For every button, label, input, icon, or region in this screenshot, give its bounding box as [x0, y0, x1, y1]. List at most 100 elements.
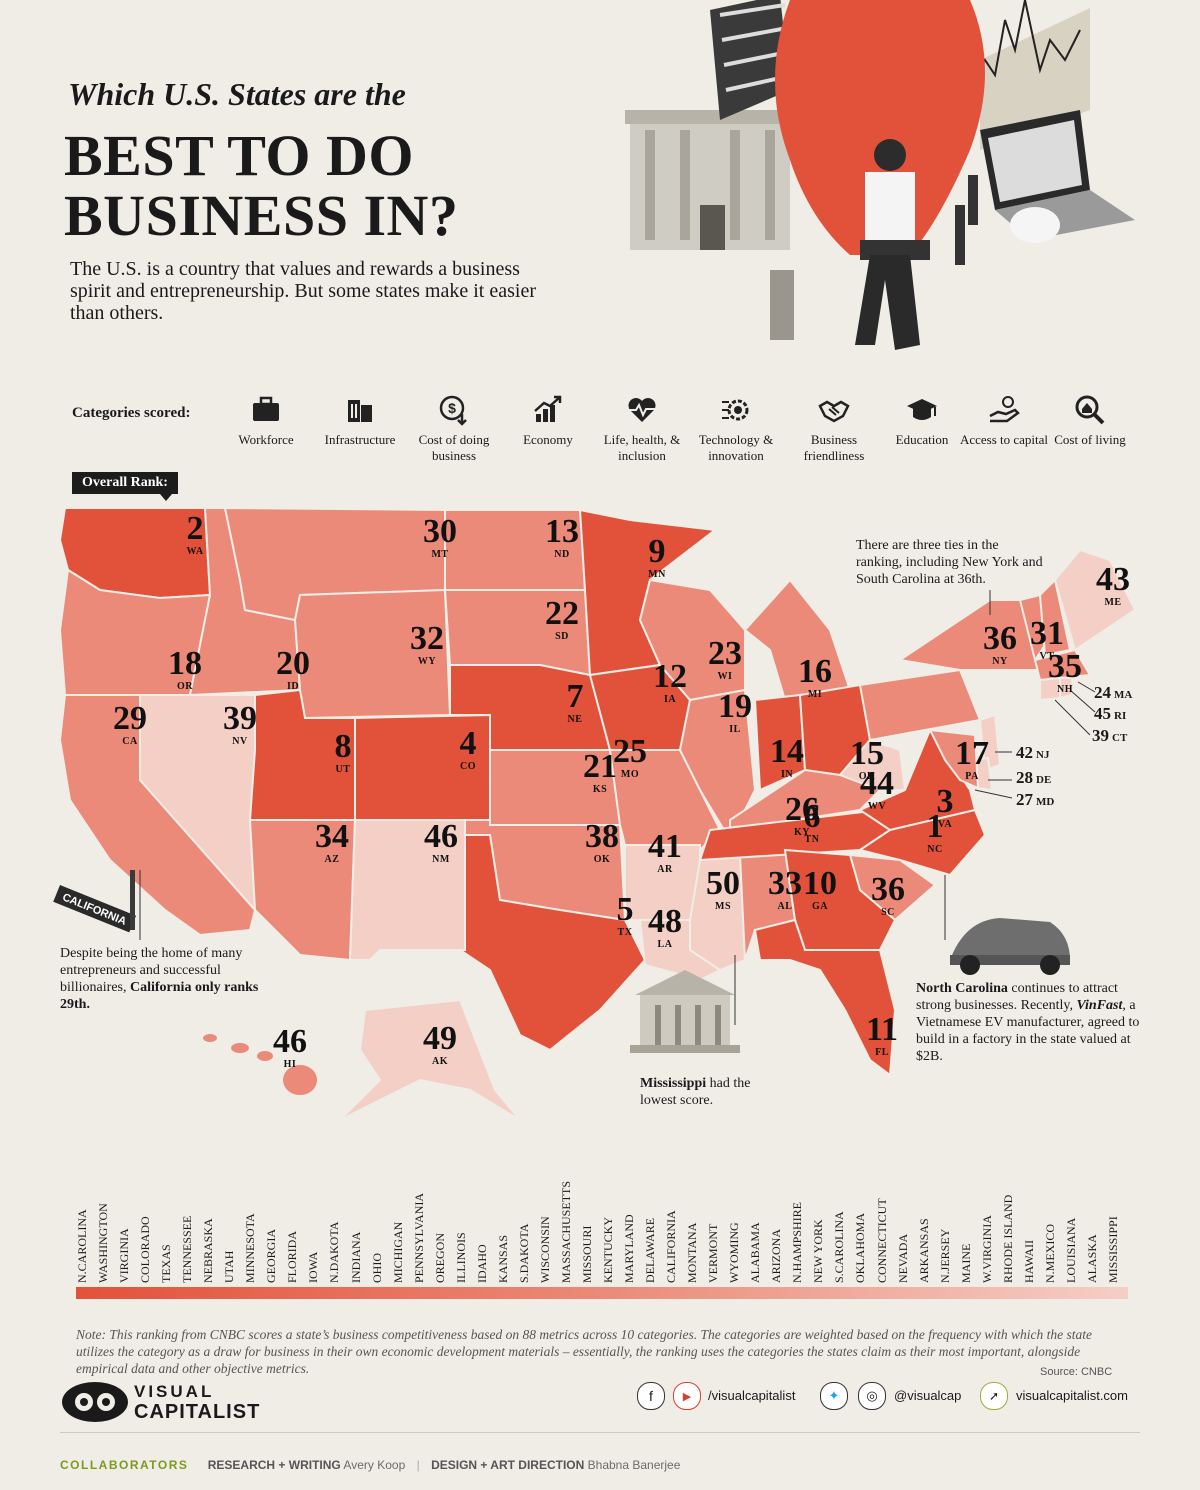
briefcase-icon — [253, 396, 279, 421]
ranking-bar-label: NEBRASKA — [201, 1218, 216, 1283]
rank-number: 39 — [223, 700, 257, 737]
state-abbr: KS — [592, 784, 608, 795]
ranking-bar-label: FLORIDA — [285, 1230, 300, 1283]
rank-label-md: 27 MD — [1016, 790, 1054, 810]
state-abbr: AK — [432, 1056, 448, 1067]
ranking-bar-item: TENNESSEE — [180, 1183, 197, 1283]
rank-label-ky: 26 KY — [767, 793, 837, 838]
twitter-icon[interactable]: ✦ — [820, 1382, 848, 1410]
state-abbr: CT — [1112, 732, 1128, 744]
state-pa[interactable] — [858, 668, 982, 742]
rank-label-id: 20 ID — [258, 647, 328, 692]
rank-label-la: 48 LA — [630, 905, 700, 950]
ranking-bar-label: ILLINOIS — [453, 1232, 468, 1283]
state-ak[interactable] — [339, 998, 521, 1121]
design-label: DESIGN + ART DIRECTION — [431, 1458, 585, 1472]
rank-label-oh: 15 OH — [832, 737, 902, 782]
facebook-icon[interactable]: f — [637, 1382, 665, 1410]
state-nh[interactable] — [1038, 577, 1072, 657]
ranking-bar-item: KENTUCKY — [601, 1183, 618, 1283]
category-label: Access to capital — [959, 432, 1049, 447]
rank-number: 10 — [803, 865, 837, 902]
state-fl[interactable] — [753, 918, 897, 1077]
rank-label-ne: 7 NE — [540, 680, 610, 725]
state-abbr: AZ — [324, 854, 340, 865]
ranking-bar-item: ALABAMA — [748, 1183, 765, 1283]
rank-label-ut: 8 UT — [308, 730, 378, 775]
state-tx[interactable] — [456, 834, 647, 1052]
state-abbr: MI — [807, 689, 823, 700]
rank-label-mi: 16 MI — [780, 655, 850, 700]
ranking-bar-label: N.CAROLINA — [75, 1209, 89, 1283]
state-abbr: IA — [663, 694, 677, 705]
ranking-bar-label: N.DAKOTA — [327, 1221, 342, 1283]
rank-number: 38 — [585, 818, 619, 855]
heartbeat-icon — [628, 398, 656, 422]
ranking-bar-item: COLORADO — [138, 1183, 155, 1283]
ranking-bar-item: N.HAMPSHIRE — [790, 1183, 807, 1283]
ranking-bar-item: OKLAHOMA — [853, 1183, 870, 1283]
rank-number: 41 — [648, 828, 682, 865]
ranking-bar-item: N.MEXICO — [1043, 1183, 1060, 1283]
rank-label-co: 4 CO — [433, 727, 503, 772]
state-abbr: OK — [593, 854, 611, 865]
state-me[interactable] — [1053, 548, 1137, 652]
website-link[interactable]: visualcapitalist.com — [1016, 1388, 1128, 1403]
rank-number: 50 — [706, 865, 740, 902]
ranking-bar-label: OHIO — [369, 1253, 384, 1283]
california-sign-graphic: CALIFORNIA — [53, 885, 137, 933]
state-abbr: ID — [286, 681, 300, 692]
state-nj[interactable] — [978, 713, 1002, 772]
ranking-bar-item: PENNSYLVANIA — [412, 1183, 429, 1283]
state-abbr: MA — [1114, 689, 1133, 701]
state-abbr: VA — [937, 819, 953, 830]
state-md[interactable] — [928, 728, 980, 790]
instagram-icon[interactable]: ◎ — [858, 1382, 886, 1410]
state-ri[interactable] — [1059, 677, 1073, 700]
ranking-bar-label: N.JERSEY — [937, 1228, 952, 1283]
rank-number: 9 — [648, 533, 666, 570]
rank-label-nc: 1 NC — [900, 810, 970, 855]
state-ma[interactable] — [1033, 648, 1092, 682]
california-note-text: Despite being the home of many entrepren… — [60, 946, 243, 995]
rank-number: 5 — [616, 891, 634, 928]
rank-number: 27 — [1016, 790, 1033, 809]
state-abbr: OR — [177, 681, 193, 692]
category-heartbeat: Life, health, & inclusion — [592, 394, 692, 464]
rank-number: 35 — [1048, 648, 1082, 685]
rank-number: 3 — [936, 783, 954, 820]
rank-number: 18 — [168, 645, 202, 682]
ranking-bar-item: OREGON — [433, 1183, 450, 1283]
rank-label-wy: 32 WY — [392, 622, 462, 667]
youtube-icon[interactable]: ▶ — [673, 1382, 701, 1410]
state-az[interactable] — [248, 819, 357, 962]
intro-text: The U.S. is a country that values and re… — [70, 258, 536, 324]
ranking-bar-item: S.CAROLINA — [832, 1183, 849, 1283]
state-abbr: MN — [648, 569, 666, 580]
ranking-bar-item: MICHIGAN — [391, 1183, 408, 1283]
rank-label-fl: 11 FL — [847, 1013, 917, 1058]
rank-label-me: 43 ME — [1078, 563, 1148, 608]
ranking-bar-item: NEBRASKA — [201, 1183, 218, 1283]
bank-building-graphic — [625, 110, 795, 250]
state-wv[interactable] — [838, 738, 907, 791]
rank-number: 44 — [860, 765, 894, 802]
social-handle-2[interactable]: @visualcap — [894, 1388, 962, 1403]
rank-number: 4 — [459, 725, 477, 762]
ranking-bar-label: VERMONT — [706, 1223, 721, 1283]
rank-label-mo: 25 MO — [595, 735, 665, 780]
state-abbr: MO — [620, 769, 640, 780]
rank-label-vt: 31 VT — [1012, 617, 1082, 662]
rank-number: 48 — [648, 903, 682, 940]
graduation-cap-icon — [907, 399, 937, 420]
state-hi[interactable] — [201, 1032, 319, 1097]
cursor-icon[interactable]: ➚ — [980, 1382, 1008, 1410]
social-handle-1[interactable]: /visualcapitalist — [708, 1388, 796, 1403]
ranking-bar-item: NEVADA — [896, 1183, 913, 1283]
state-abbr: IN — [780, 769, 794, 780]
state-abbr: WA — [186, 546, 204, 557]
hero-collage — [625, 0, 1135, 350]
ranking-gradient-bar — [76, 1287, 1128, 1299]
ranking-bar-item: MASSACHUSETTS — [559, 1181, 576, 1283]
rank-number: 7 — [566, 678, 584, 715]
